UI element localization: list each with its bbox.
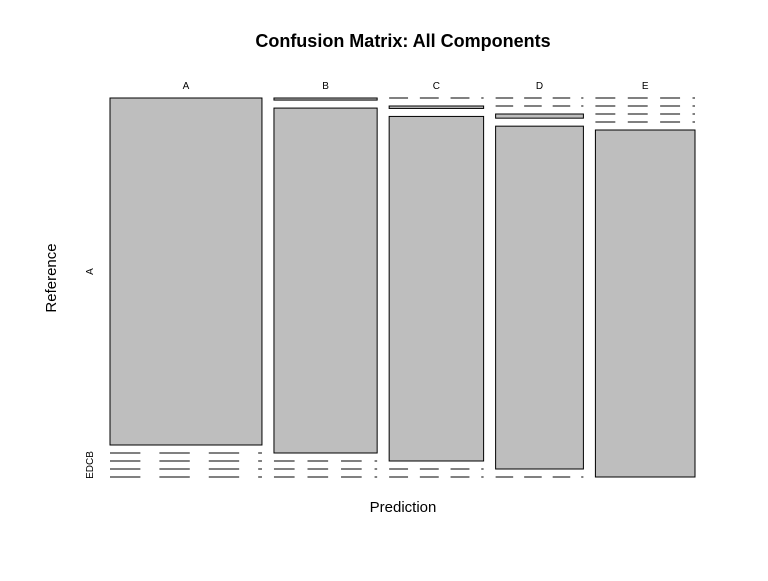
chart-title: Confusion Matrix: All Components <box>255 31 550 51</box>
mosaic-tile <box>495 113 584 119</box>
mosaic-tile <box>273 107 378 454</box>
mosaic-tiles: A B C D E A EDCB <box>85 81 696 479</box>
x-tick-label: A <box>183 81 190 92</box>
x-tick-label: E <box>642 81 649 92</box>
x-tick-label: C <box>433 81 440 92</box>
mosaic-tile <box>495 125 584 470</box>
mosaic-tile <box>388 115 485 462</box>
mosaic-tile <box>594 129 696 478</box>
x-axis-label: Prediction <box>370 499 437 516</box>
y-tick-label: EDCB <box>85 451 96 479</box>
mosaic-tile <box>109 97 263 446</box>
mosaic-tile <box>388 105 485 109</box>
mosaic-tile <box>273 97 378 101</box>
y-axis-label: Reference <box>43 243 60 312</box>
x-tick-label: D <box>536 81 543 92</box>
y-tick-label: A <box>85 268 96 275</box>
x-tick-label: B <box>322 81 329 92</box>
